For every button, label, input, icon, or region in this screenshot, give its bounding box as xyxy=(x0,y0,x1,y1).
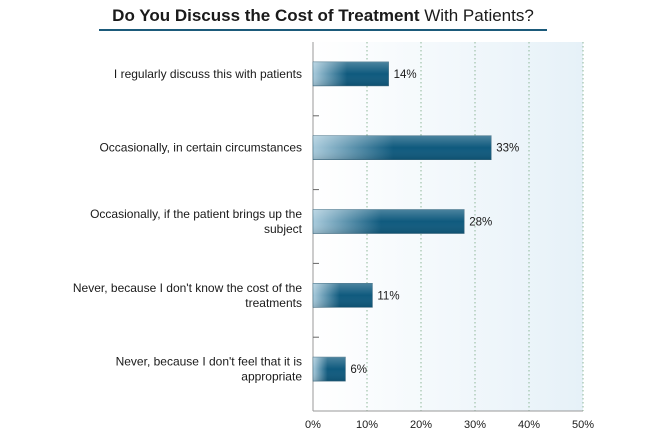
x-tick-label: 40% xyxy=(518,419,540,431)
category-label: Never, because I don't know the cost of … xyxy=(73,281,302,310)
data-label: 14% xyxy=(394,69,417,81)
bar-shine xyxy=(313,61,389,86)
bar-shine xyxy=(313,209,465,234)
data-label: 6% xyxy=(350,364,367,376)
bar-shine xyxy=(313,357,346,382)
data-label: 33% xyxy=(496,143,519,155)
x-tick-label: 30% xyxy=(464,419,486,431)
chart-title-bold: Do You Discuss the Cost of Treatment xyxy=(112,6,420,25)
x-tick-label: 10% xyxy=(356,419,378,431)
category-label: I regularly discuss this with patients xyxy=(114,67,302,81)
x-tick-label: 0% xyxy=(305,419,321,431)
x-tick-label: 50% xyxy=(572,419,594,431)
bar-shine xyxy=(313,283,373,308)
data-label: 11% xyxy=(377,290,399,302)
chart-title-rest: With Patients? xyxy=(419,6,534,25)
category-label: Occasionally, in certain circumstances xyxy=(99,141,302,155)
bar-shine xyxy=(313,135,492,160)
category-label: Occasionally, if the patient brings up t… xyxy=(90,207,303,236)
x-tick-label: 20% xyxy=(410,419,432,431)
chart-title: Do You Discuss the Cost of Treatment Wit… xyxy=(99,6,547,31)
category-label: Never, because I don't feel that it is ap… xyxy=(116,355,303,384)
data-label: 28% xyxy=(469,217,492,229)
